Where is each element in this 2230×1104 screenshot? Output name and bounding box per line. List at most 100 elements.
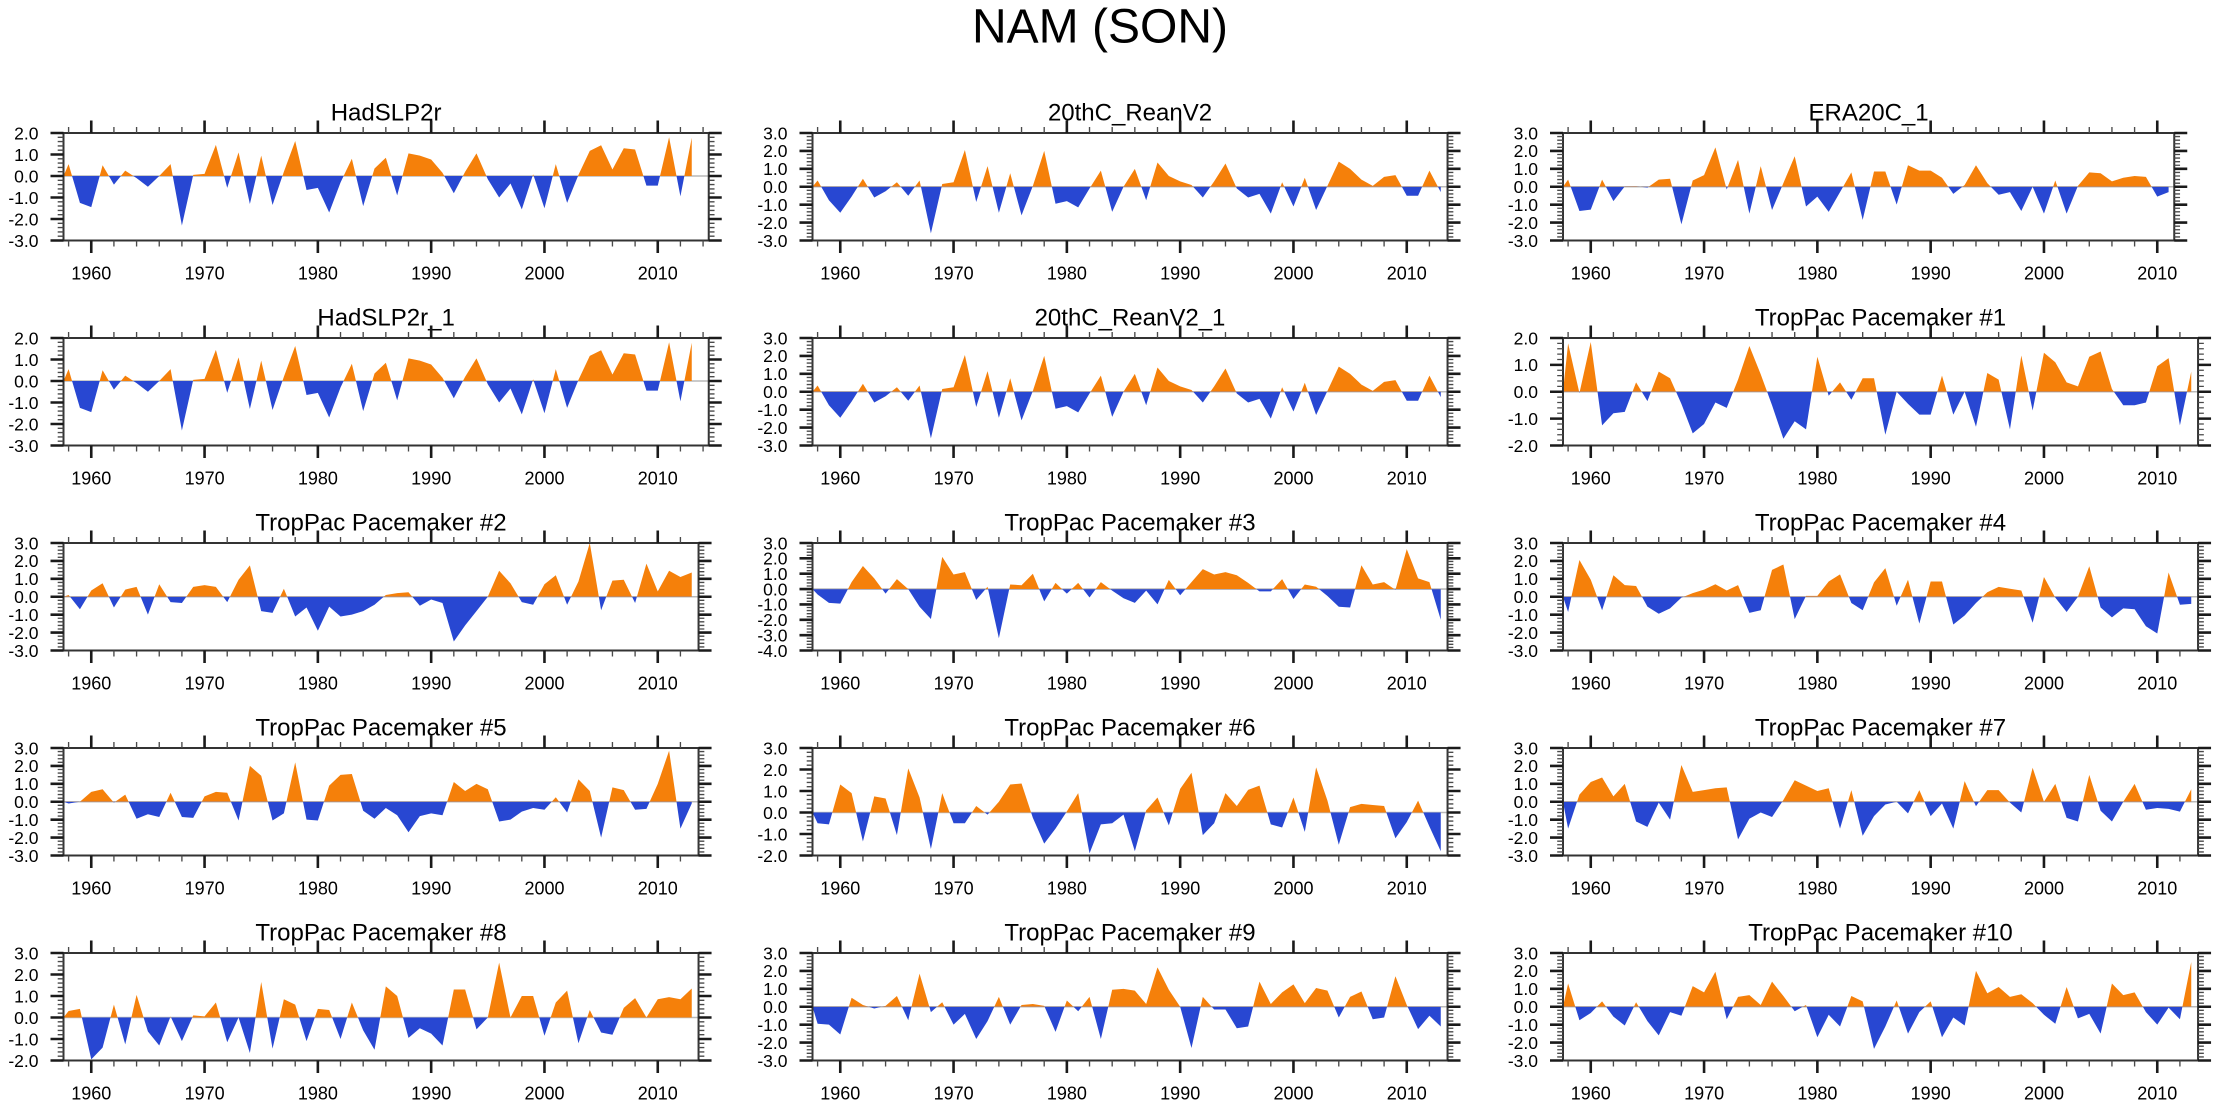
svg-text:2010: 2010 [1387, 1084, 1427, 1104]
svg-text:1990: 1990 [1160, 879, 1200, 899]
svg-text:1.0: 1.0 [763, 159, 788, 179]
svg-text:1.0: 1.0 [1514, 355, 1539, 375]
svg-text:1990: 1990 [1911, 469, 1951, 489]
svg-text:2.0: 2.0 [1514, 141, 1539, 161]
svg-text:0.0: 0.0 [763, 803, 788, 823]
svg-text:2.0: 2.0 [14, 328, 39, 348]
svg-text:1.0: 1.0 [1514, 569, 1539, 589]
svg-text:2010: 2010 [1387, 264, 1427, 284]
svg-text:-1.0: -1.0 [757, 1015, 787, 1035]
svg-text:-3.0: -3.0 [1508, 846, 1538, 866]
svg-text:3.0: 3.0 [763, 123, 788, 143]
svg-text:TropPac Pacemaker #7: TropPac Pacemaker #7 [1755, 715, 2006, 742]
svg-text:1960: 1960 [71, 264, 111, 284]
svg-text:1970: 1970 [934, 469, 974, 489]
svg-text:1980: 1980 [1797, 469, 1837, 489]
svg-text:2010: 2010 [2137, 1084, 2177, 1104]
svg-text:1990: 1990 [411, 674, 451, 694]
svg-text:-1.0: -1.0 [1508, 605, 1538, 625]
svg-text:2000: 2000 [524, 674, 564, 694]
svg-text:1990: 1990 [1160, 674, 1200, 694]
svg-text:-2.0: -2.0 [757, 846, 787, 866]
svg-text:3.0: 3.0 [1514, 123, 1539, 143]
svg-text:3.0: 3.0 [763, 943, 788, 963]
svg-text:-1.0: -1.0 [1508, 1015, 1538, 1035]
svg-text:-2.0: -2.0 [1508, 828, 1538, 848]
svg-text:1970: 1970 [934, 879, 974, 899]
svg-text:2010: 2010 [2137, 469, 2177, 489]
svg-text:1990: 1990 [1911, 674, 1951, 694]
svg-text:2010: 2010 [638, 674, 678, 694]
svg-text:2010: 2010 [638, 469, 678, 489]
svg-text:-3.0: -3.0 [757, 1051, 787, 1071]
svg-text:-3.0: -3.0 [8, 436, 38, 456]
svg-text:1.0: 1.0 [14, 774, 39, 794]
svg-text:1960: 1960 [820, 879, 860, 899]
svg-text:2010: 2010 [638, 879, 678, 899]
svg-text:-2.0: -2.0 [8, 828, 38, 848]
svg-text:1990: 1990 [1160, 1084, 1200, 1104]
svg-text:-2.0: -2.0 [8, 623, 38, 643]
svg-text:2.0: 2.0 [763, 346, 788, 366]
svg-text:0.0: 0.0 [763, 382, 788, 402]
svg-text:1990: 1990 [1911, 879, 1951, 899]
svg-text:1980: 1980 [298, 879, 338, 899]
svg-text:-3.0: -3.0 [8, 231, 38, 251]
svg-text:TropPac Pacemaker #2: TropPac Pacemaker #2 [255, 510, 506, 537]
svg-text:1.0: 1.0 [1514, 159, 1539, 179]
svg-text:3.0: 3.0 [763, 738, 788, 758]
svg-text:2000: 2000 [524, 879, 564, 899]
svg-text:TropPac Pacemaker #1: TropPac Pacemaker #1 [1755, 305, 2006, 332]
svg-text:1.0: 1.0 [763, 979, 788, 999]
svg-text:1960: 1960 [820, 1084, 860, 1104]
svg-text:2000: 2000 [2024, 1084, 2064, 1104]
svg-text:2.0: 2.0 [763, 961, 788, 981]
svg-text:1980: 1980 [1797, 674, 1837, 694]
svg-text:0.0: 0.0 [1514, 177, 1539, 197]
svg-text:1980: 1980 [1797, 879, 1837, 899]
svg-text:1990: 1990 [411, 264, 451, 284]
svg-text:2000: 2000 [1273, 879, 1313, 899]
svg-text:1990: 1990 [411, 469, 451, 489]
svg-text:-2.0: -2.0 [757, 610, 787, 630]
svg-text:-2.0: -2.0 [1508, 1033, 1538, 1053]
svg-text:2000: 2000 [2024, 674, 2064, 694]
svg-text:20thC_ReanV2_1: 20thC_ReanV2_1 [1035, 305, 1226, 332]
svg-text:2010: 2010 [1387, 879, 1427, 899]
svg-text:3.0: 3.0 [14, 738, 39, 758]
svg-text:2.0: 2.0 [14, 965, 39, 985]
svg-text:-3.0: -3.0 [1508, 641, 1538, 661]
svg-text:1960: 1960 [820, 674, 860, 694]
svg-text:1980: 1980 [1047, 264, 1087, 284]
svg-text:1980: 1980 [298, 469, 338, 489]
svg-text:HadSLP2r: HadSLP2r [331, 100, 442, 127]
svg-text:1970: 1970 [185, 264, 225, 284]
svg-text:1970: 1970 [1684, 469, 1724, 489]
svg-text:1.0: 1.0 [763, 364, 788, 384]
svg-text:1960: 1960 [820, 264, 860, 284]
svg-text:2010: 2010 [2137, 264, 2177, 284]
svg-text:1960: 1960 [1571, 264, 1611, 284]
svg-text:2.0: 2.0 [14, 756, 39, 776]
svg-text:-3.0: -3.0 [1508, 1051, 1538, 1071]
svg-text:1980: 1980 [298, 264, 338, 284]
svg-text:1970: 1970 [1684, 264, 1724, 284]
svg-text:1970: 1970 [934, 1084, 974, 1104]
svg-text:3.0: 3.0 [1514, 533, 1539, 553]
svg-text:1960: 1960 [1571, 879, 1611, 899]
svg-text:-3.0: -3.0 [8, 641, 38, 661]
svg-text:-4.0: -4.0 [757, 641, 787, 661]
svg-text:-1.0: -1.0 [757, 195, 787, 215]
svg-text:-2.0: -2.0 [8, 414, 38, 434]
svg-text:3.0: 3.0 [14, 943, 39, 963]
svg-text:1980: 1980 [298, 674, 338, 694]
svg-text:0.0: 0.0 [1514, 792, 1539, 812]
svg-text:1960: 1960 [71, 1084, 111, 1104]
svg-text:TropPac Pacemaker #9: TropPac Pacemaker #9 [1004, 920, 1255, 947]
svg-text:-1.0: -1.0 [757, 400, 787, 420]
svg-text:2010: 2010 [1387, 674, 1427, 694]
svg-text:TropPac Pacemaker #8: TropPac Pacemaker #8 [255, 920, 506, 947]
svg-text:1970: 1970 [185, 1084, 225, 1104]
svg-text:2.0: 2.0 [14, 551, 39, 571]
svg-text:1970: 1970 [185, 674, 225, 694]
